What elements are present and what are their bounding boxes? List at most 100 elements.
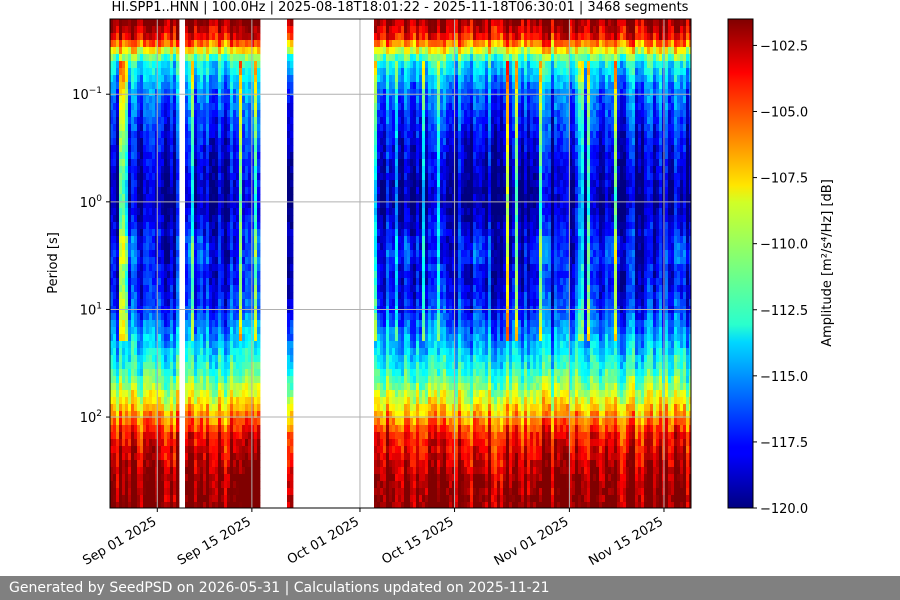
heatmap-cell xyxy=(434,460,438,468)
heatmap-cell xyxy=(437,33,441,41)
heatmap-cell xyxy=(155,460,159,468)
heatmap-cell xyxy=(230,488,234,496)
heatmap-cell xyxy=(383,138,387,146)
heatmap-cell xyxy=(188,236,192,244)
heatmap-cell xyxy=(254,383,258,391)
heatmap-cell xyxy=(431,355,435,363)
heatmap-cell xyxy=(404,481,408,489)
heatmap-cell xyxy=(110,362,114,370)
heatmap-cell xyxy=(428,180,432,188)
heatmap-cell xyxy=(245,215,249,223)
heatmap-cell xyxy=(398,138,402,146)
heatmap-cell xyxy=(164,89,168,97)
heatmap-cell xyxy=(194,362,198,370)
heatmap-cell xyxy=(167,180,171,188)
heatmap-cell xyxy=(380,166,384,174)
heatmap-cell xyxy=(410,446,414,454)
heatmap-cell xyxy=(188,334,192,342)
heatmap-cell xyxy=(122,194,126,202)
heatmap-cell xyxy=(242,299,246,307)
heatmap-cell xyxy=(167,194,171,202)
heatmap-cell xyxy=(245,460,249,468)
heatmap-cell xyxy=(131,201,135,209)
heatmap-cell xyxy=(212,348,216,356)
heatmap-cell xyxy=(248,243,252,251)
heatmap-cell xyxy=(218,327,222,335)
heatmap-cell xyxy=(203,285,207,293)
heatmap-cell xyxy=(212,383,216,391)
heatmap-cell xyxy=(287,390,291,398)
heatmap-cell xyxy=(257,474,261,482)
heatmap-cell xyxy=(248,313,252,321)
heatmap-cell xyxy=(203,47,207,55)
heatmap-cell xyxy=(245,236,249,244)
heatmap-cell xyxy=(386,96,390,104)
heatmap-cell xyxy=(137,82,141,90)
heatmap-cell xyxy=(128,348,132,356)
heatmap-cell xyxy=(110,243,114,251)
heatmap-cell xyxy=(119,152,123,160)
heatmap-cell xyxy=(188,432,192,440)
heatmap-cell xyxy=(404,418,408,426)
heatmap-cell xyxy=(386,488,390,496)
heatmap-cell xyxy=(428,334,432,342)
heatmap-cell xyxy=(422,320,426,328)
heatmap-cell xyxy=(233,26,237,34)
heatmap-cell xyxy=(386,19,390,27)
heatmap-cell xyxy=(239,383,243,391)
heatmap-cell xyxy=(203,264,207,272)
heatmap-cell xyxy=(203,383,207,391)
heatmap-cell xyxy=(395,159,399,167)
heatmap-cell xyxy=(389,397,393,405)
heatmap-cell xyxy=(413,236,417,244)
heatmap-cell xyxy=(437,131,441,139)
heatmap-cell xyxy=(149,89,153,97)
heatmap-cell xyxy=(419,33,423,41)
heatmap-cell xyxy=(248,187,252,195)
heatmap-cell xyxy=(158,215,162,223)
heatmap-cell xyxy=(431,369,435,377)
heatmap-cell xyxy=(416,33,420,41)
heatmap-cell xyxy=(188,194,192,202)
heatmap-cell xyxy=(377,285,381,293)
heatmap-cell xyxy=(131,355,135,363)
heatmap-cell xyxy=(374,355,378,363)
heatmap-cell xyxy=(395,355,399,363)
heatmap-cell xyxy=(236,474,240,482)
heatmap-cell xyxy=(245,481,249,489)
heatmap-cell xyxy=(167,166,171,174)
heatmap-cell xyxy=(404,145,408,153)
heatmap-cell xyxy=(155,362,159,370)
heatmap-cell xyxy=(155,250,159,258)
heatmap-cell xyxy=(422,425,426,433)
heatmap-cell xyxy=(242,411,246,419)
heatmap-cell xyxy=(392,215,396,223)
heatmap-cell xyxy=(140,159,144,167)
heatmap-cell xyxy=(173,327,177,335)
heatmap-cell xyxy=(407,215,411,223)
heatmap-cell xyxy=(257,54,261,62)
heatmap-cell xyxy=(389,278,393,286)
heatmap-cell xyxy=(389,327,393,335)
heatmap-cell xyxy=(152,68,156,76)
heatmap-cell xyxy=(197,257,201,265)
heatmap-cell xyxy=(170,201,174,209)
heatmap-cell xyxy=(158,145,162,153)
heatmap-cell xyxy=(236,425,240,433)
heatmap-cell xyxy=(116,411,120,419)
heatmap-cell xyxy=(401,61,405,69)
heatmap-cell xyxy=(125,292,129,300)
heatmap-cell xyxy=(155,397,159,405)
heatmap-cell xyxy=(137,61,141,69)
heatmap-cell xyxy=(227,488,231,496)
heatmap-cell xyxy=(233,75,237,83)
heatmap-cell xyxy=(431,383,435,391)
heatmap-cell xyxy=(125,103,129,111)
heatmap-cell xyxy=(209,243,213,251)
heatmap-cell xyxy=(149,19,153,27)
heatmap-cell xyxy=(146,124,150,132)
heatmap-cell xyxy=(134,439,138,447)
heatmap-cell xyxy=(287,474,291,482)
heatmap-cell xyxy=(386,152,390,160)
heatmap-cell xyxy=(140,334,144,342)
